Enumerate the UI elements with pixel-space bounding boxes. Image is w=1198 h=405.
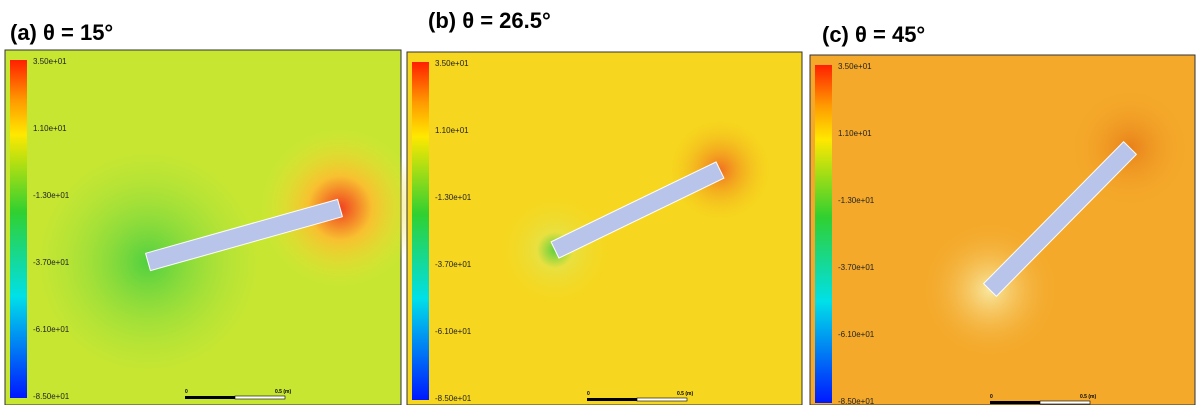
scale-bar	[1039, 400, 1091, 405]
plate	[550, 161, 725, 259]
plate	[982, 140, 1138, 298]
contour-plot: 3.50e+01 1.10e+01 -1.30e+01 -3.70e+01 -6.10e…	[809, 54, 1196, 405]
colorbar-label: 3.50e+01	[33, 57, 67, 66]
scale-bar	[185, 396, 235, 399]
colorbar-label: 1.10e+01	[838, 129, 872, 138]
scale-label: 0	[185, 389, 188, 395]
colorbar-label: -1.30e+01	[435, 193, 472, 202]
scale-label: 0.5 (m)	[677, 391, 693, 397]
panel-label: (b) θ = 26.5°	[428, 8, 551, 33]
colorbar	[412, 62, 429, 400]
scale-label: 0	[587, 391, 590, 397]
colorbar	[815, 65, 832, 403]
panel-label: (c) θ = 45°	[822, 22, 925, 47]
colorbar-label: 3.50e+01	[838, 62, 872, 71]
scale-label: 0	[990, 394, 993, 400]
colorbar-label: -6.10e+01	[838, 330, 875, 339]
colorbar-label: -3.70e+01	[838, 263, 875, 272]
colorbar-label: -8.50e+01	[838, 397, 875, 405]
contour-plot: 3.50e+01 1.10e+01 -1.30e+01 -3.70e+01 -6.10e…	[4, 49, 420, 405]
colorbar-label: 3.50e+01	[435, 59, 469, 68]
panel-label: (a) θ = 15°	[10, 20, 113, 45]
colorbar-label: -1.30e+01	[33, 191, 70, 200]
colorbar-label: -1.30e+01	[838, 196, 875, 205]
scale-bar	[636, 397, 688, 402]
contour-plot: 3.50e+01 1.10e+01 -1.30e+01 -3.70e+01 -6.10e…	[406, 51, 803, 405]
scale-label: 0.5 (m)	[1080, 394, 1096, 400]
colorbar-label: -8.50e+01	[33, 392, 70, 401]
colorbar	[10, 60, 27, 398]
scale-label: 0.5 (m)	[275, 389, 291, 395]
scale-bar	[234, 395, 286, 400]
colorbar-label: -8.50e+01	[435, 394, 472, 403]
colorbar-label: 1.10e+01	[435, 126, 469, 135]
colorbar-label: -6.10e+01	[435, 327, 472, 336]
colorbar-label: -3.70e+01	[435, 260, 472, 269]
colorbar-label: -6.10e+01	[33, 325, 70, 334]
scale-bar	[990, 401, 1040, 404]
colorbar-label: -3.70e+01	[33, 258, 70, 267]
colorbar-label: 1.10e+01	[33, 124, 67, 133]
plate	[144, 198, 344, 272]
scale-bar	[587, 398, 637, 401]
